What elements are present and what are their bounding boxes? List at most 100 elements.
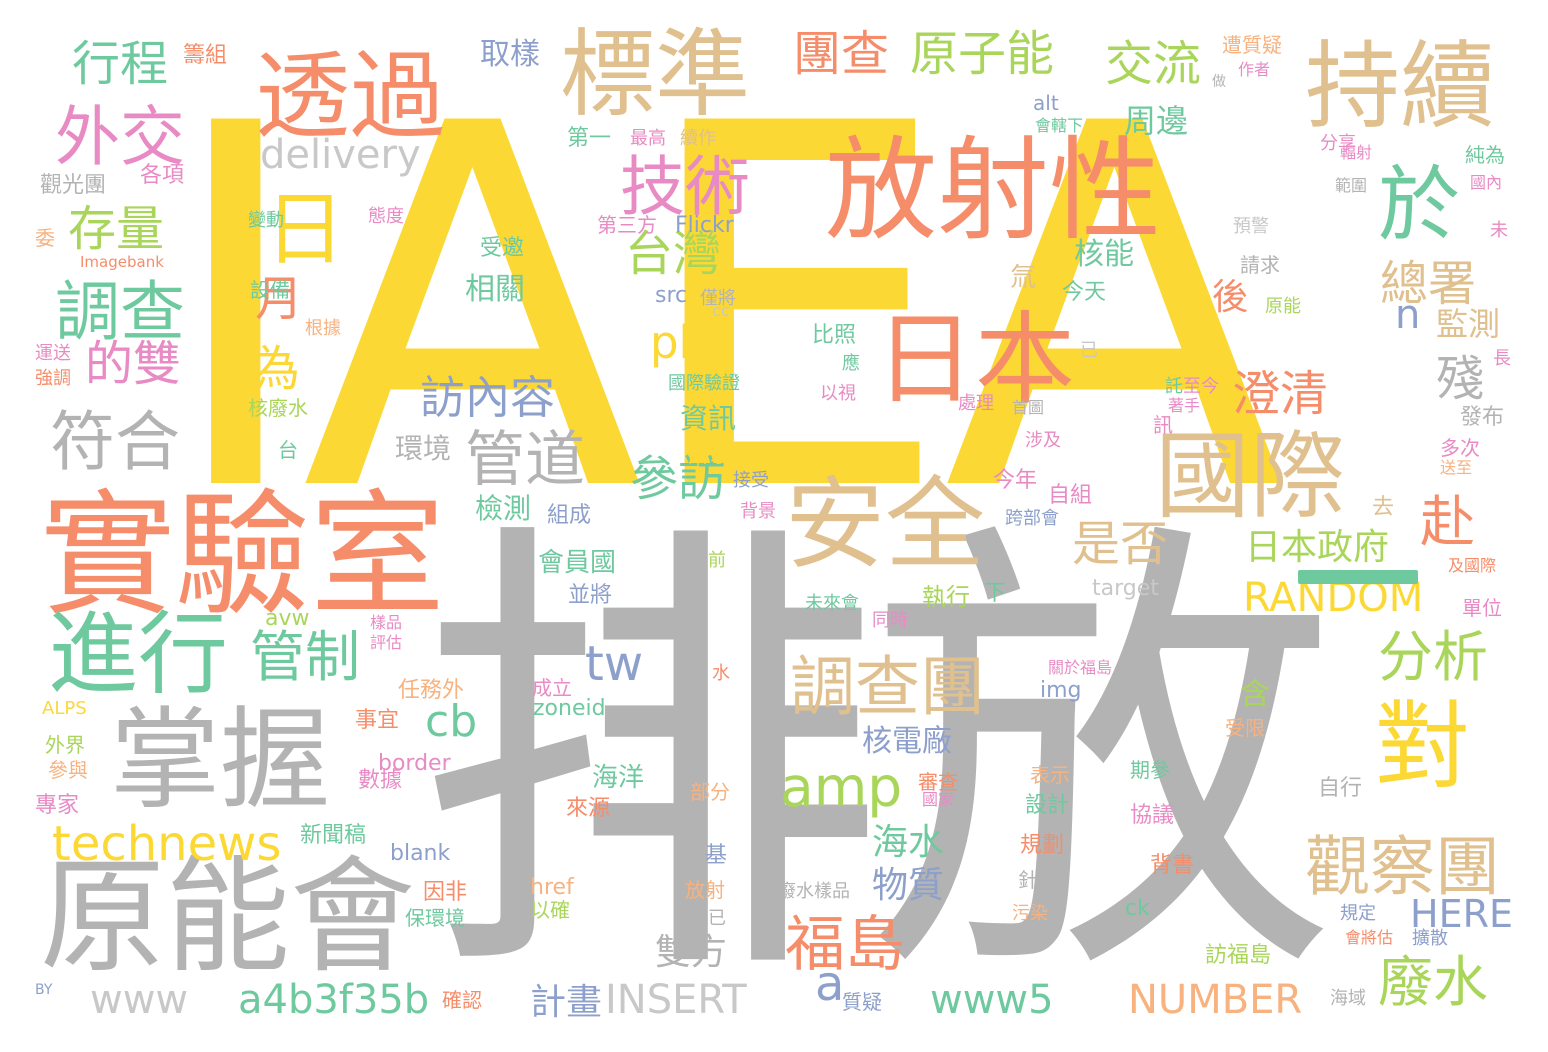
word: border [378,751,451,776]
word: 確認 [442,988,482,1012]
word: 實地查 [790,813,850,837]
word: 取樣 [480,37,540,72]
word: 發布 [1460,405,1505,430]
word: 外界 [45,733,85,757]
word: 排放 [415,486,1337,1033]
word: 進行 [48,602,228,707]
word: 單位 [1462,596,1502,620]
word: 核廢水 [248,396,308,420]
word: cb [425,696,478,747]
word: 基 [705,843,728,868]
word: 最高 [630,128,666,149]
word: 福島 [785,910,905,980]
word: 及國際 [1448,556,1497,575]
word: 廢水 [1378,950,1489,1014]
word: 掌握 [110,696,330,824]
word: avw [265,606,310,631]
word: 質疑 [842,990,882,1014]
word: 為 [252,341,301,397]
word: 組成 [547,503,592,528]
word: 廢水樣品 [778,881,850,902]
word: 託 [1165,376,1183,397]
word: 環境 [395,432,452,465]
word: 觀光團 [40,173,107,198]
word: src [655,283,688,308]
word: 下 [984,581,1007,606]
word: 原子能 [910,26,1055,82]
word: IAEA [162,19,1285,601]
word: 台灣 [625,226,722,282]
word: 參訪 [630,451,727,507]
word: 至今 [1183,376,1219,397]
word: php [650,316,736,369]
word: 行程 [72,36,169,92]
word: 檢測 [475,492,532,525]
word: 規劃 [1020,833,1065,858]
word: 訊 [1153,413,1173,437]
word: 管道 [465,425,585,495]
word: 分析 [1378,625,1489,689]
word: 變動 [248,210,284,231]
word: 周邊 [1124,102,1189,140]
word: 雙方 [655,932,728,973]
word: 訪福島 [1205,943,1272,968]
word: 處理 [958,393,994,414]
word: 今年 [993,468,1038,493]
word: 涉及 [1025,430,1061,451]
word: HERE [1410,892,1513,936]
word: 以視 [820,383,856,404]
word: RANDOM [1243,575,1424,621]
word: 新聞稿 [300,823,367,848]
word: 專家 [35,793,80,818]
word: 部分 [690,780,730,804]
word: href [530,875,574,900]
word: 會員國 [538,548,617,578]
word: 國際驗證 [668,373,740,394]
word: 調查 [55,275,186,350]
word: 交流 [1105,36,1202,92]
word: 調查團 [790,650,986,725]
word: 多次 [1440,436,1480,460]
word: 來源 [566,796,611,821]
word: 監測 [1436,305,1501,343]
word: 規定 [1340,903,1376,924]
word: 放射 [685,878,725,902]
word: 管制 [250,625,361,689]
word: 台 [278,438,298,462]
word: 觀察團 [1305,830,1501,905]
word: 送至 [1440,458,1473,477]
word: 作者 [1238,60,1271,79]
word: 著手 [1168,396,1201,415]
word: 續作 [680,128,716,149]
word: www [90,977,189,1023]
word: 污染 [1012,903,1048,924]
word: BY [35,982,53,998]
word: 國家 [922,790,955,809]
word: 後 [1212,277,1249,318]
word: 設計 [1025,793,1070,818]
word: cc [712,301,730,320]
word: 持續 [1305,32,1496,142]
word: 做 [1212,74,1226,90]
word: 實驗室 [40,477,445,634]
word: 日本 [875,301,1075,418]
word: 應 [842,353,860,374]
word: 針對 [1018,868,1058,892]
word: 氚 [1010,263,1037,293]
word: 日 [265,183,345,276]
word: 自行 [1318,776,1363,801]
word: 成立 [532,676,572,700]
word: 透過 [255,42,446,152]
word: 任務外 [398,678,465,703]
word: 會將估 [1345,928,1394,947]
underline-dash [1298,570,1418,584]
word: 評估 [370,633,403,652]
word: a [815,956,845,1012]
word: 接受 [733,470,769,491]
word: 籌組 [183,43,228,68]
word: 背景 [740,501,776,522]
word: 長 [1493,348,1511,369]
word: 強調 [35,368,71,389]
word: 遭質疑 [1222,33,1282,57]
word: 保環境 [405,906,465,930]
